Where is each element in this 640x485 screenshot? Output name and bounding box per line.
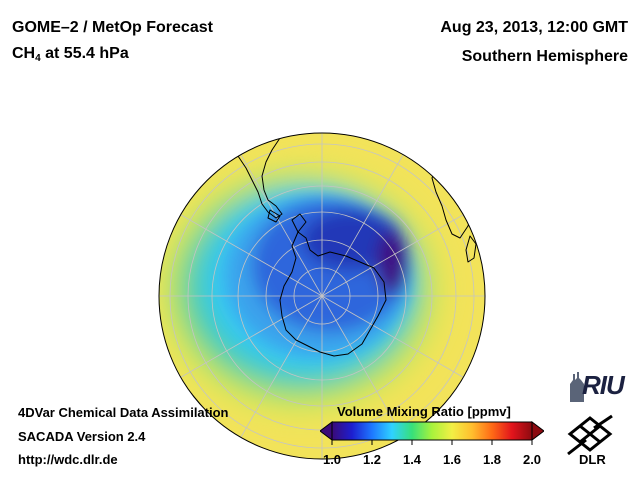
colorbar-gradient: [331, 421, 533, 441]
region-label: Southern Hemisphere: [461, 48, 628, 65]
footer-line-1: 4DVar Chemical Data Assimilation: [18, 405, 229, 420]
colorbar: [320, 421, 544, 445]
species-level-label: CH4 at 55.4 hPa: [12, 45, 129, 64]
madagascar-coast: [465, 235, 477, 263]
colorbar-max-arrow: [531, 421, 544, 441]
pressure-level: at 55.4 hPa: [40, 45, 129, 62]
colorbar-title: Volume Mixing Ratio [ppmv]: [337, 404, 511, 419]
tierra-del-fuego-coast: [267, 209, 281, 223]
riu-logo: RIU: [568, 370, 630, 404]
colorbar-tick-label: 2.0: [522, 452, 542, 467]
riu-tower-icon: [570, 372, 584, 402]
colorbar-min-arrow: [320, 421, 333, 441]
dlr-symbol-icon: [567, 414, 613, 456]
colorbar-tick-label: 1.8: [482, 452, 502, 467]
field-deep-blue-core: [302, 210, 402, 270]
colorbar-tick-label: 1.6: [442, 452, 462, 467]
dlr-logo-text: DLR: [579, 452, 606, 467]
globe-outline: [158, 132, 486, 460]
footer-line-2: SACADA Version 2.4: [18, 429, 146, 444]
forecast-datetime: Aug 23, 2013, 12:00 GMT: [440, 19, 628, 36]
colorbar-tick-label: 1.4: [402, 452, 422, 467]
forecast-title: GOME–2 / MetOp Forecast: [12, 19, 213, 36]
species-subscript: 4: [35, 53, 41, 64]
field-purple-minimum: [377, 230, 407, 294]
species-name: CH: [12, 45, 36, 62]
antarctica-coast: [279, 231, 387, 357]
colorbar-tick-label: 1.2: [362, 452, 382, 467]
footer-url[interactable]: http://wdc.dlr.de: [18, 452, 118, 467]
new-zealand-coast: [249, 447, 263, 459]
colorbar-tickmarks: [331, 440, 533, 445]
colorbar-tick-label: 1.0: [322, 452, 342, 467]
field-layer: [159, 133, 485, 459]
riu-logo-text: RIU: [582, 370, 625, 400]
antarctic-peninsula-coast: [291, 213, 307, 233]
